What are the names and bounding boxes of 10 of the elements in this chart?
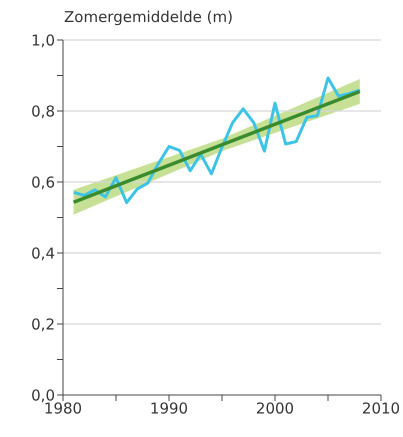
x-tick-label: 1990 <box>150 400 188 418</box>
y-tick-label: 1,0 <box>31 31 55 50</box>
x-tick-label: 2000 <box>256 400 294 418</box>
y-axis-title: Zomergemiddelde (m) <box>64 8 234 28</box>
y-tick-label: 0,4 <box>31 244 55 262</box>
y-tick-label: 0,2 <box>31 315 55 334</box>
x-tick-label: 1980 <box>44 400 82 418</box>
y-tick-label: 0,8 <box>31 102 55 120</box>
x-tick-label: 2010 <box>362 400 400 418</box>
y-tick-label: 0,6 <box>31 173 55 192</box>
